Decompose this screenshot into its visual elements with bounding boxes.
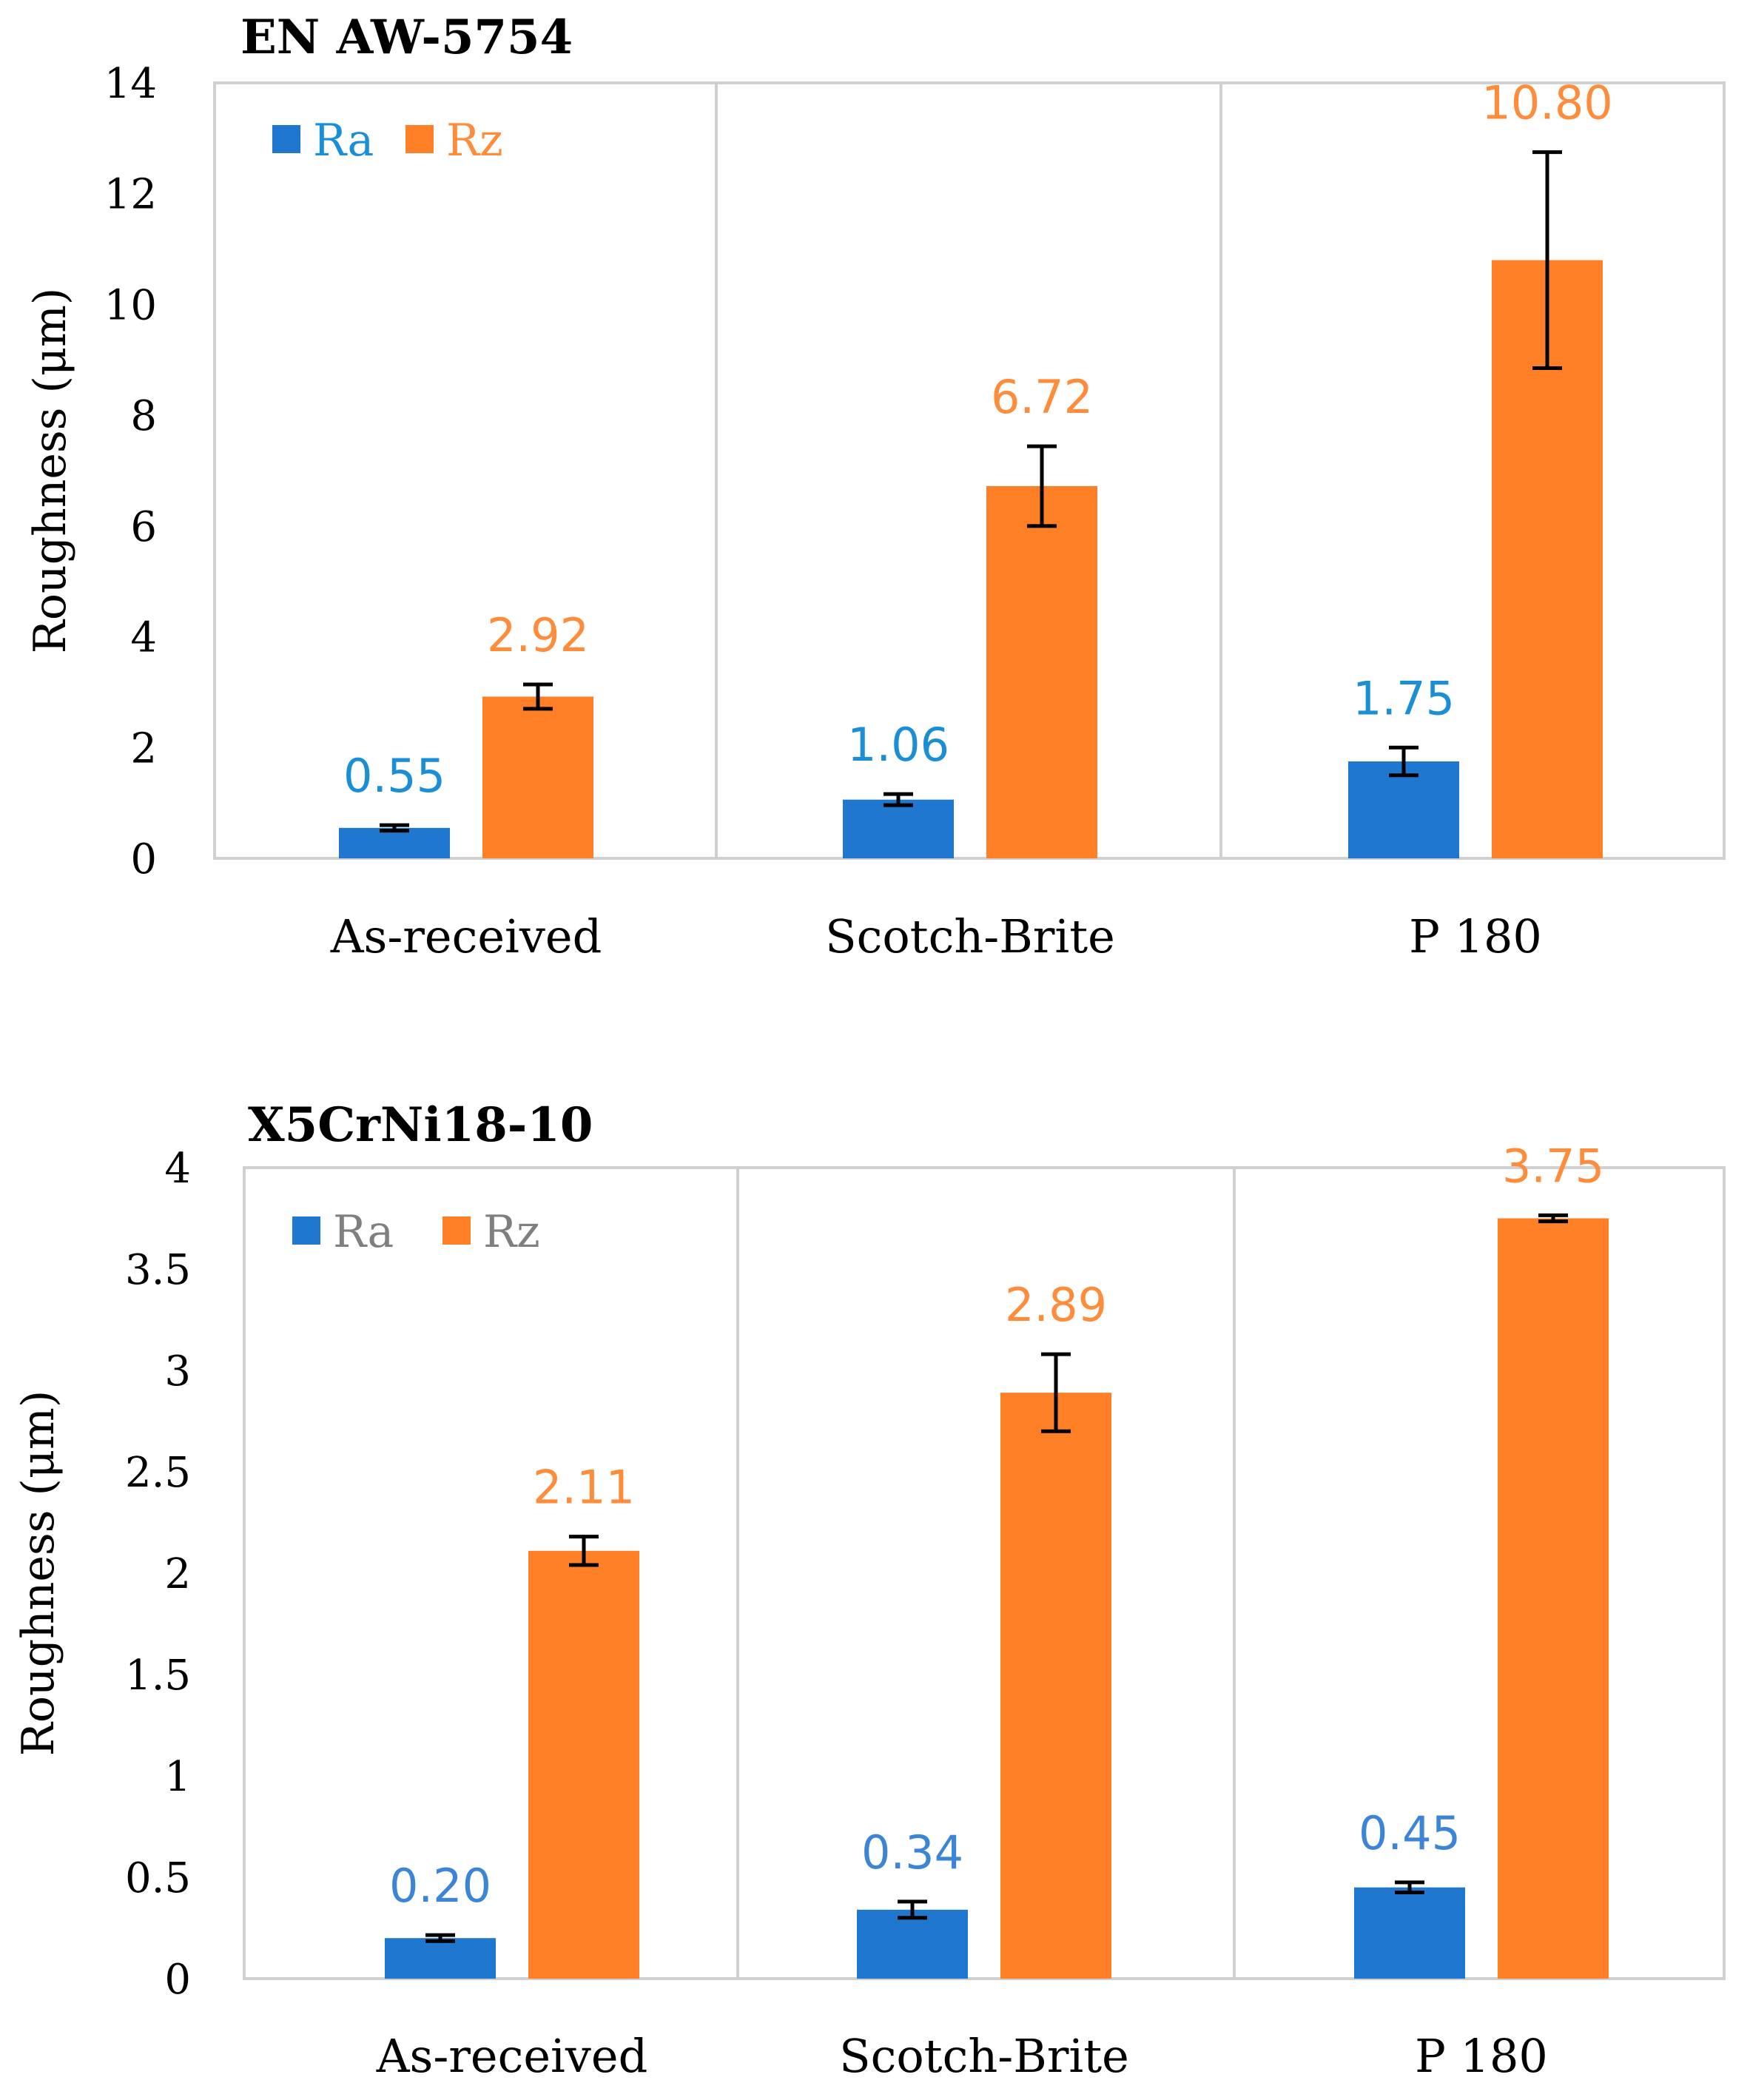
bar-ra <box>339 827 450 858</box>
error-bar <box>569 1535 599 1567</box>
bar-rz <box>1498 1218 1609 1979</box>
legend-swatch-ra <box>292 1216 320 1245</box>
y-axis-label: Roughness (μm) <box>13 1390 64 1757</box>
error-bar <box>523 682 553 711</box>
legend-label-rz: Rz <box>446 115 503 166</box>
y-tick-label: 0 <box>164 1956 191 2004</box>
plot-area <box>243 1166 1726 1980</box>
y-tick-label: 10 <box>104 281 157 329</box>
y-tick-label: 2 <box>130 724 157 773</box>
y-tick-label: 4 <box>164 1145 191 1193</box>
data-label-rz: 2.92 <box>487 608 589 662</box>
data-label-rz: 3.75 <box>1502 1139 1604 1193</box>
data-label-ra: 1.06 <box>847 718 949 772</box>
y-tick-label: 4 <box>130 614 157 662</box>
error-bar <box>425 1933 455 1943</box>
legend-label-ra: Ra <box>313 115 374 166</box>
x-category-label: P 180 <box>1409 909 1542 963</box>
y-tick-label: 3 <box>164 1347 191 1396</box>
bar-ra <box>1354 1887 1465 1979</box>
data-label-rz: 10.80 <box>1481 76 1613 130</box>
bar-rz <box>1000 1393 1111 1979</box>
data-label-rz: 6.72 <box>991 370 1093 424</box>
data-label-ra: 0.55 <box>343 749 445 803</box>
legend-swatch-rz <box>405 125 434 153</box>
error-bar <box>1395 1880 1424 1895</box>
error-bar <box>1389 745 1418 778</box>
legend-swatch-rz <box>442 1216 471 1245</box>
data-label-rz: 2.89 <box>1005 1278 1107 1332</box>
data-label-ra: 0.20 <box>389 1859 491 1913</box>
legend-label-ra: Ra <box>333 1206 394 1258</box>
data-label-ra: 1.75 <box>1353 671 1455 725</box>
data-label-rz: 2.11 <box>533 1461 635 1515</box>
error-bar <box>898 1899 927 1920</box>
legend: Ra Rz <box>272 115 503 166</box>
chart-x5crni18-10: X5CrNi18-10 0 0.5 1 1.5 2 2.5 3 3.5 4 Roughness (μ… <box>13 1097 1726 2083</box>
y-tick-label: 0 <box>130 835 157 884</box>
x-category-label: As-received <box>376 2029 648 2083</box>
x-category-label: Scotch-Brite <box>839 2029 1129 2083</box>
error-bar <box>1041 1352 1071 1433</box>
bar-ra <box>385 1938 496 1979</box>
y-tick-label: 1 <box>164 1753 191 1801</box>
x-category-label: As-received <box>330 909 602 963</box>
error-bar <box>1027 444 1057 528</box>
error-bar <box>1538 1213 1568 1224</box>
bar-ra <box>1348 761 1459 858</box>
y-tick-label: 1.5 <box>125 1652 191 1700</box>
data-label-ra: 0.34 <box>861 1825 963 1879</box>
bar-rz <box>482 696 593 858</box>
legend: Ra Rz <box>292 1206 540 1258</box>
data-label-ra: 0.45 <box>1359 1806 1461 1860</box>
x-category-label: P 180 <box>1415 2029 1548 2083</box>
y-tick-label: 2.5 <box>125 1449 191 1497</box>
x-category-label: Scotch-Brite <box>825 909 1115 963</box>
y-tick-label: 12 <box>104 171 157 219</box>
y-tick-label: 3.5 <box>125 1246 191 1294</box>
y-tick-label: 0.5 <box>125 1854 191 1902</box>
y-tick-label: 14 <box>104 60 157 108</box>
y-axis-label: Roughness (μm) <box>24 288 76 654</box>
legend-label-rz: Rz <box>483 1206 540 1258</box>
bar-ra <box>857 1909 968 1979</box>
bar-rz <box>528 1550 639 1979</box>
plot-area <box>213 81 1726 860</box>
chart-title: X5CrNi18-10 <box>248 1097 593 1153</box>
y-tick-label: 2 <box>164 1550 191 1598</box>
y-tick-label: 8 <box>130 392 157 440</box>
error-bar <box>1532 150 1562 371</box>
legend-swatch-ra <box>272 125 300 153</box>
error-bar <box>380 823 409 833</box>
bar-ra <box>843 799 954 858</box>
error-bar <box>884 792 913 807</box>
chart-en-aw-5754: EN AW-5754 0 2 4 6 8 10 12 14 Roughness (μm) As-re… <box>24 10 1726 963</box>
y-tick-label: 6 <box>130 503 157 551</box>
bar-rz <box>986 485 1097 858</box>
chart-title: EN AW-5754 <box>240 10 573 65</box>
